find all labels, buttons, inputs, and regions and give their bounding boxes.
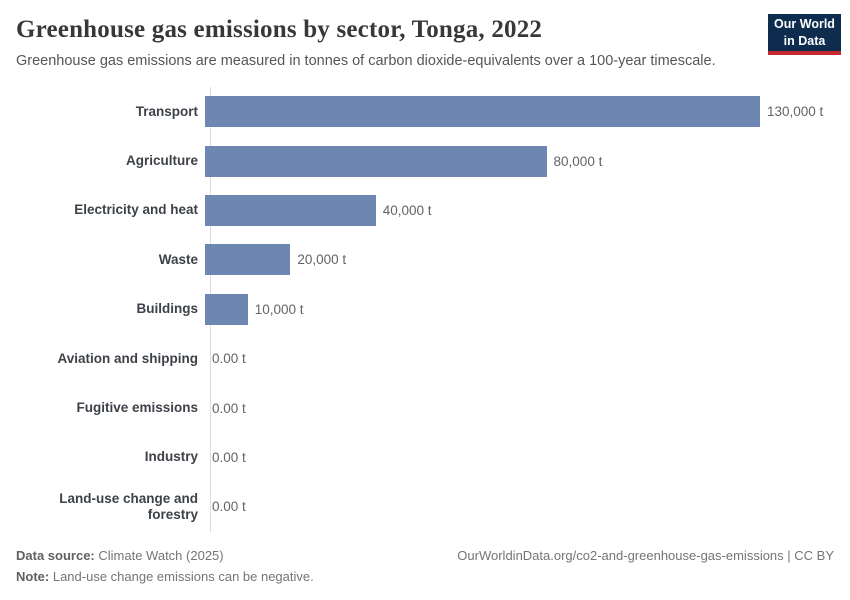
bar[interactable] [205,244,291,276]
bar-label: Buildings [136,301,199,317]
owid-logo[interactable]: Our World in Data [768,14,841,55]
bar-value: 20,000 t [297,252,347,268]
bar-row: Land-use change and forestry 0.00 t [16,482,834,531]
data-source-label: Data source: [16,548,95,563]
note-line: Note: Land-use change emissions can be n… [16,566,314,587]
footer-left: Data source: Climate Watch (2025) Note: … [16,545,314,587]
bar-track: 0.00 t [204,383,834,432]
bar-value: 10,000 t [254,301,304,317]
bar-row: Industry 0.00 t [16,433,834,482]
bar-row: Buildings 10,000 t [16,285,834,334]
bar[interactable] [205,194,376,226]
bar-value: 0.00 t [212,499,246,515]
bar-label: Fugitive emissions [76,400,198,416]
bar-value: 0.00 t [212,351,246,367]
bar-row: Waste 20,000 t [16,235,834,284]
bar-label: Agriculture [125,153,198,169]
bar-track: 130,000 t [204,87,834,136]
bar-track: 20,000 t [204,235,834,284]
note-value: Land-use change emissions can be negativ… [52,569,314,584]
bar[interactable] [205,145,547,177]
bar-label: Industry [144,449,198,465]
data-source-line: Data source: Climate Watch (2025) [16,545,314,566]
bar-row: Agriculture 80,000 t [16,136,834,185]
bar-label: Land-use change and forestry [59,490,198,522]
bar-track: 0.00 t [204,482,834,531]
bar-value: 40,000 t [382,202,432,218]
bar-row: Electricity and heat 40,000 t [16,186,834,235]
bar-row: Fugitive emissions 0.00 t [16,383,834,432]
bar-rows-container: Transport 130,000 t Agriculture 80,000 t Ele… [16,87,834,532]
owid-logo-line1: Our World [774,17,835,31]
bar-value: 0.00 t [212,449,246,465]
data-source-value: Climate Watch (2025) [98,548,224,563]
bar-label: Transport [135,103,198,119]
bar[interactable] [205,96,760,128]
bar-label: Waste [158,251,198,267]
bar-track: 0.00 t [204,334,834,383]
chart-footer: Data source: Climate Watch (2025) Note: … [16,545,834,587]
bar-track: 40,000 t [204,186,834,235]
bar-track: 10,000 t [204,285,834,334]
bar[interactable] [205,293,248,325]
note-label: Note: [16,569,50,584]
chart-subtitle: Greenhouse gas emissions are measured in… [16,53,716,69]
owid-logo-line2: in Data [783,34,826,48]
credit-link[interactable]: OurWorldinData.org/co2-and-greenhouse-ga… [457,548,834,563]
bar-row: Aviation and shipping 0.00 t [16,334,834,383]
bar-value: 130,000 t [767,104,824,120]
bar-value: 0.00 t [212,400,246,416]
bar-label: Electricity and heat [74,202,198,218]
bar-track: 80,000 t [204,136,834,185]
bar-chart: Transport 130,000 t Agriculture 80,000 t Ele… [16,87,834,532]
page-title: Greenhouse gas emissions by sector, Tong… [16,16,543,43]
bar-row: Transport 130,000 t [16,87,834,136]
bar-label: Aviation and shipping [57,350,199,366]
bar-track: 0.00 t [204,433,834,482]
bar-value: 80,000 t [553,153,603,169]
